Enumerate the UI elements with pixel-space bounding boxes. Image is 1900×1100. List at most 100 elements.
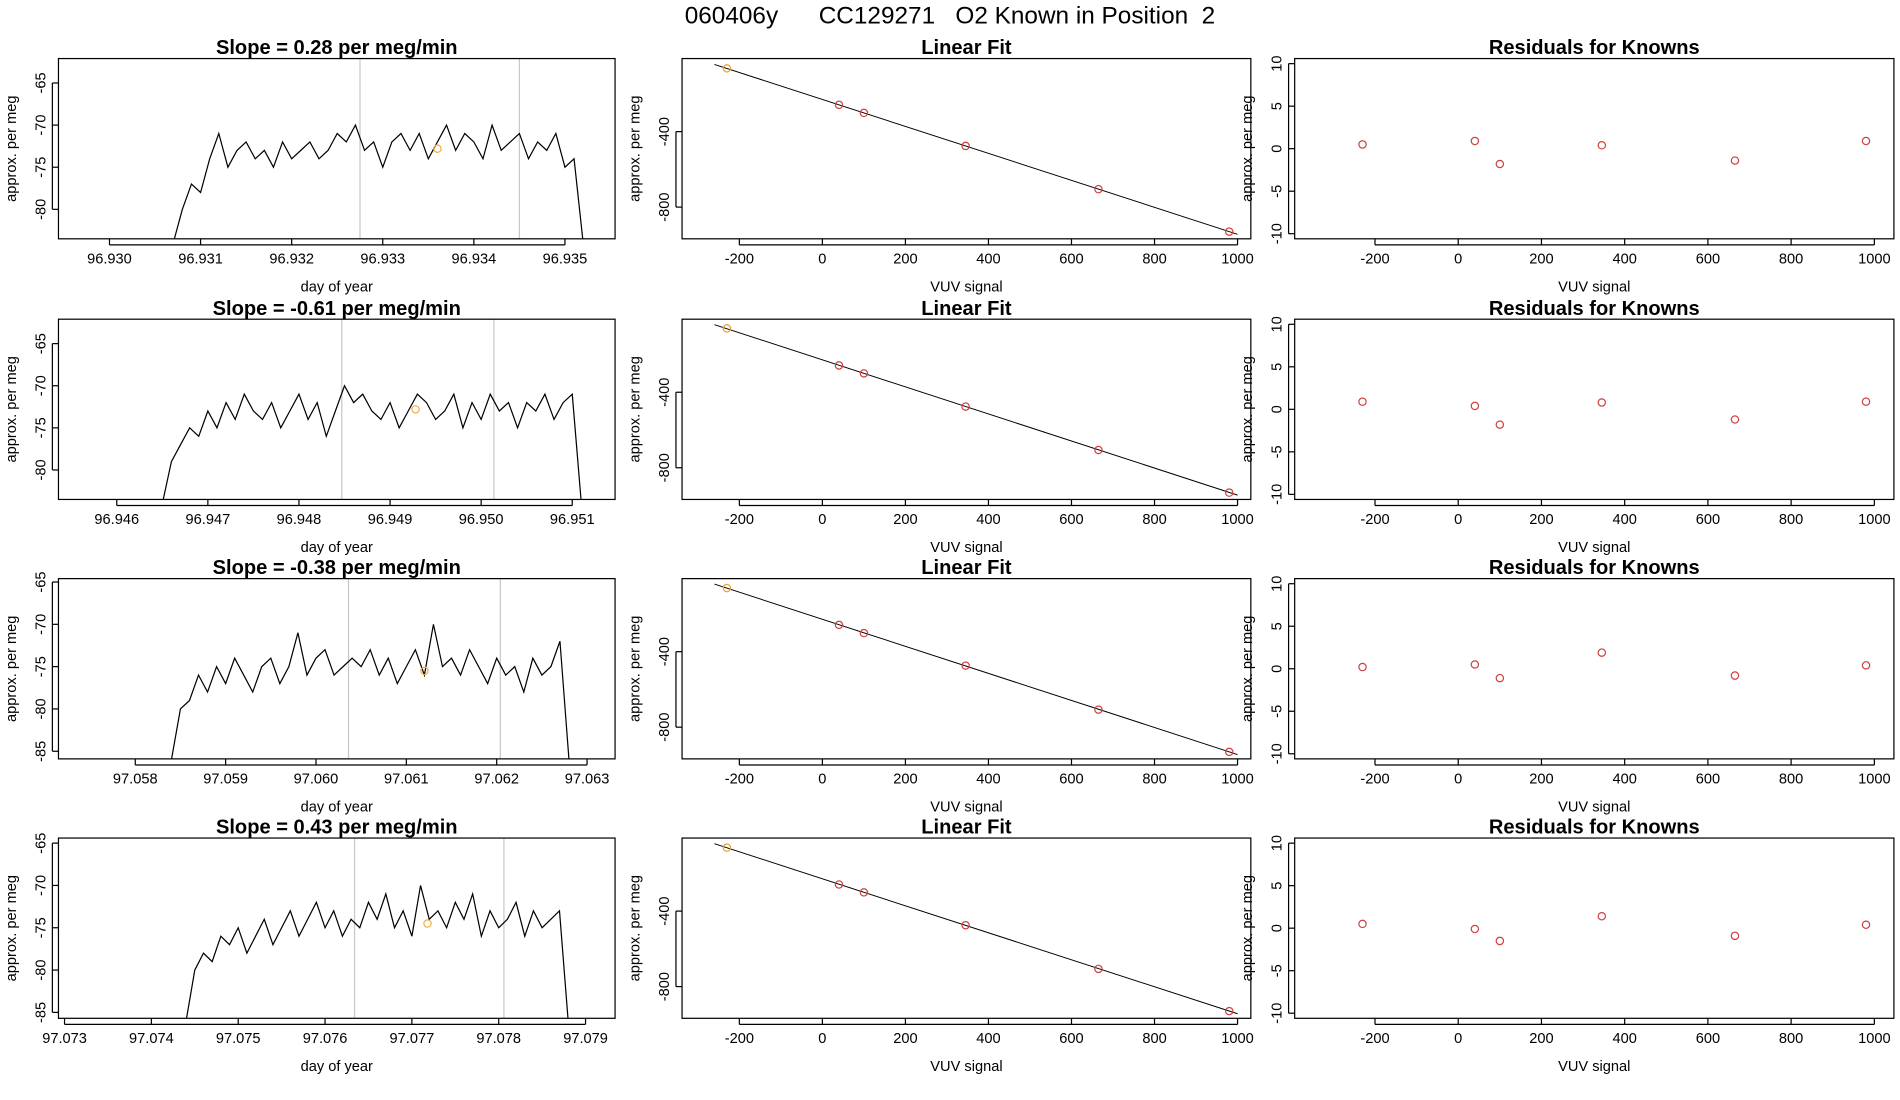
y-tick-label: -70 (33, 875, 49, 896)
x-tick-label: 0 (818, 771, 826, 787)
point (1224, 747, 1234, 757)
point (1358, 662, 1367, 672)
point (1597, 912, 1607, 921)
y-tick-label: -80 (33, 459, 49, 480)
x-tick-label: 0 (818, 512, 826, 528)
y-tick-label: -65 (33, 571, 49, 592)
panel: Linear Fit VUV signal approx. per meg -200 0… (628, 298, 1254, 556)
y-tick-label: -75 (33, 417, 49, 438)
point (1495, 159, 1505, 169)
plot-frame (681, 318, 1252, 501)
x-tick-label: 97.073 (42, 1031, 87, 1047)
x-tick-label: 600 (1059, 1031, 1083, 1047)
x-tick-label: 96.933 (360, 251, 405, 267)
x-tick-label: 200 (893, 251, 917, 267)
x-axis-label: day of year (301, 799, 373, 815)
y-axis-label: approx. per meg (4, 616, 20, 722)
x-axis-label: day of year (301, 540, 373, 556)
y-tick-label: -800 (657, 192, 673, 221)
fit-line (714, 843, 1238, 1015)
panel: Slope = 0.28 per meg/min day of year appro… (4, 37, 616, 295)
panel-title: Slope = -0.38 per meg/min (213, 557, 461, 579)
panel-title: Slope = 0.43 per meg/min (216, 817, 458, 839)
point (961, 402, 970, 411)
y-tick-label: -400 (657, 117, 673, 146)
point (1470, 401, 1480, 411)
x-tick-label: 800 (1779, 1031, 1803, 1047)
y-tick-label: -400 (657, 637, 673, 666)
x-tick-label: 600 (1696, 512, 1720, 528)
point (1358, 397, 1367, 406)
x-tick-label: 400 (1612, 771, 1636, 787)
x-tick-label: 96.935 (543, 251, 588, 267)
highlight-point (411, 405, 420, 414)
x-axis-label: VUV signal (1558, 799, 1630, 815)
point (1861, 661, 1871, 670)
y-tick-label: -800 (657, 453, 673, 482)
y-tick-label: -800 (657, 713, 673, 742)
y-tick-label: -65 (33, 833, 49, 854)
y-axis-label: approx. per meg (1240, 875, 1256, 981)
panel: Linear Fit VUV signal approx. per meg -200 0… (628, 557, 1254, 815)
x-tick-label: -200 (725, 1031, 754, 1047)
point (1094, 184, 1103, 194)
y-axis-label: approx. per meg (628, 356, 644, 462)
y-axis-label: approx. per meg (628, 95, 644, 201)
plot-frame (57, 578, 616, 760)
point (722, 583, 732, 593)
highlight-point (433, 144, 442, 153)
point (961, 661, 970, 670)
x-tick-label: 400 (1612, 512, 1636, 528)
fit-line (714, 583, 1238, 756)
point (834, 880, 844, 889)
x-tick-label: 600 (1059, 251, 1083, 267)
point (961, 141, 970, 151)
x-tick-label: 600 (1059, 771, 1083, 787)
plot-frame (57, 57, 616, 240)
x-tick-label: 1000 (1221, 512, 1254, 528)
point (1094, 964, 1103, 974)
panel: Linear Fit VUV signal approx. per meg -200 0… (628, 817, 1254, 1075)
point (1358, 140, 1367, 149)
x-tick-label: 400 (976, 251, 1000, 267)
point (1495, 420, 1505, 429)
y-tick-label: 10 (1269, 576, 1285, 592)
y-tick-label: 5 (1269, 882, 1285, 890)
x-tick-label: 800 (1779, 251, 1803, 267)
x-tick-label: 97.078 (476, 1031, 521, 1047)
point (1597, 141, 1607, 150)
point (1470, 136, 1480, 146)
plot-frame (1294, 318, 1895, 501)
x-axis-label: VUV signal (930, 799, 1002, 815)
x-tick-label: 800 (1779, 512, 1803, 528)
panel-title: Slope = -0.61 per meg/min (213, 298, 461, 320)
plot-area (714, 324, 1238, 497)
x-tick-label: 200 (1529, 251, 1553, 267)
panel-title: Slope = 0.28 per meg/min (216, 37, 458, 59)
point (859, 628, 869, 638)
y-tick-label: -85 (33, 1002, 49, 1023)
panel: Residuals for Knowns VUV signal approx. pe… (1240, 557, 1895, 815)
data-line (162, 384, 582, 500)
x-tick-label: 1000 (1221, 771, 1254, 787)
point (1094, 445, 1103, 455)
point (961, 920, 970, 930)
y-tick-label: -10 (1269, 223, 1285, 244)
point (859, 108, 869, 118)
plot-area (714, 583, 1238, 757)
x-tick-label: -200 (1360, 1031, 1389, 1047)
y-tick-label: -70 (33, 614, 49, 635)
point (859, 369, 869, 378)
x-tick-label: 800 (1142, 771, 1166, 787)
y-tick-label: -5 (1269, 445, 1285, 458)
y-axis-label: approx. per meg (1240, 616, 1256, 722)
x-tick-label: 96.950 (459, 512, 504, 528)
x-tick-label: 96.947 (186, 512, 231, 528)
x-tick-label: 800 (1142, 512, 1166, 528)
fit-line (714, 63, 1238, 235)
point (722, 64, 732, 73)
x-tick-label: 97.075 (216, 1031, 261, 1047)
point (1495, 936, 1505, 946)
figure-title: 060406y CC129271 O2 Known in Position 2 (685, 3, 1216, 30)
